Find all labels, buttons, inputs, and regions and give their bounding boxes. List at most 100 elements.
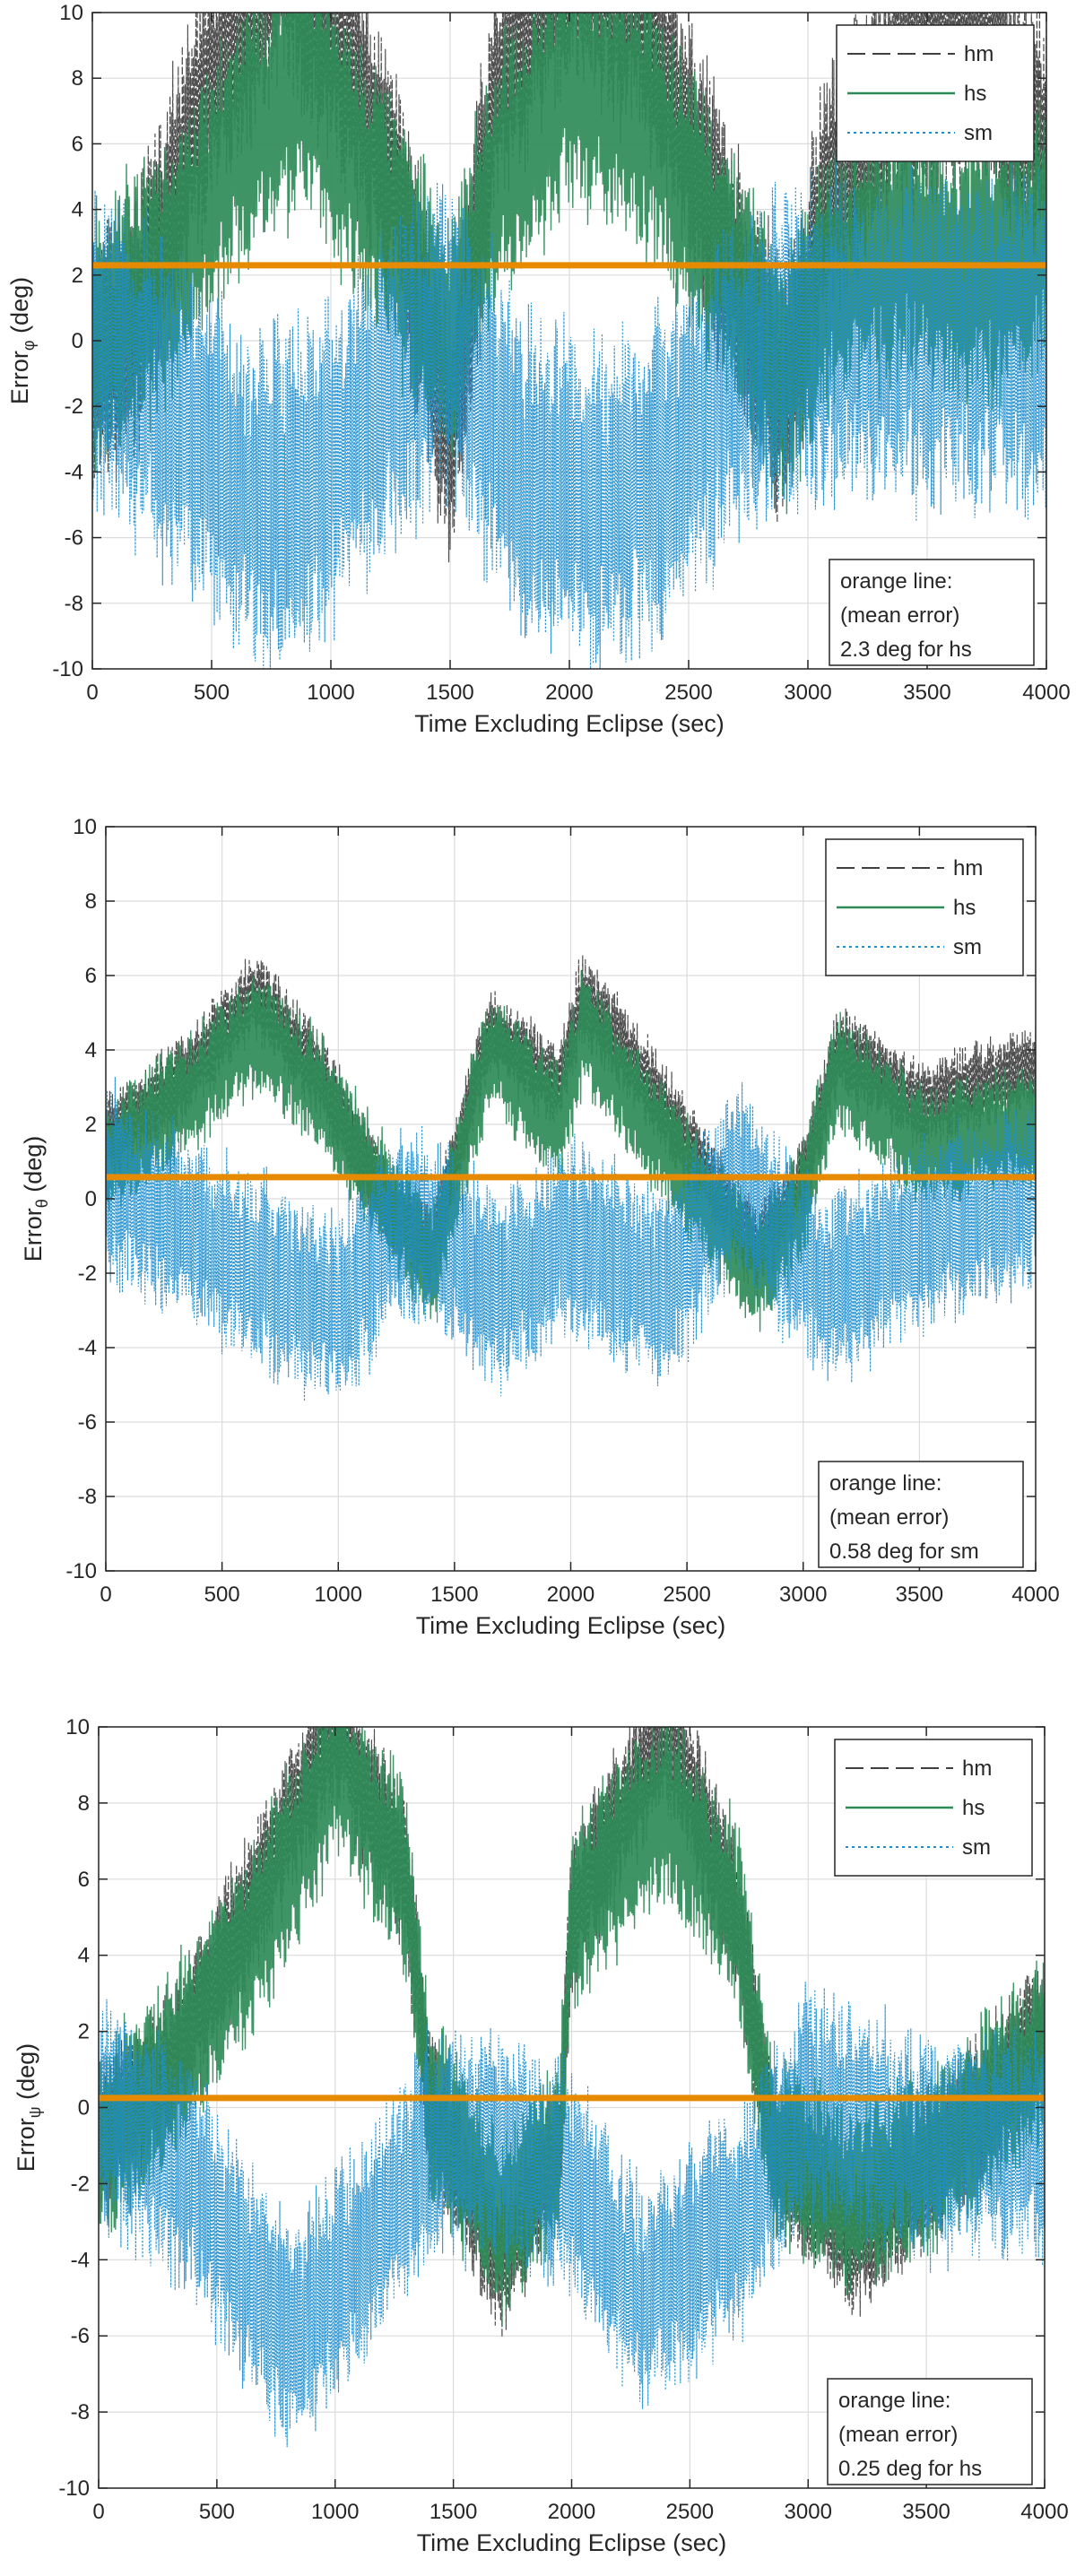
legend-label-hm: hm <box>962 1756 992 1781</box>
annotation-box <box>818 1461 1024 1568</box>
y-tick-label: -2 <box>71 2172 90 2196</box>
legend-label-hs: hs <box>953 896 976 920</box>
x-tick-label: 0 <box>86 681 98 705</box>
y-tick-label: 2 <box>85 1113 97 1137</box>
y-tick-label: 0 <box>85 1187 97 1211</box>
ticks <box>91 12 1047 670</box>
x-tick-label: 3500 <box>902 2500 950 2524</box>
y-axis-label-base: Error <box>20 1208 47 1262</box>
legend: hm hs sm <box>834 1739 1033 1877</box>
x-tick-label: 0 <box>92 2500 104 2524</box>
y-axis-label-base: Error <box>13 2118 39 2172</box>
y-axis-label-base: Error <box>6 351 33 404</box>
x-tick-label: 3000 <box>784 681 831 705</box>
annotation: orange line: (mean error) 0.25 deg for hs <box>827 2378 1033 2485</box>
x-tick-label: 1500 <box>430 1583 478 1607</box>
x-tick-label: 500 <box>194 681 230 705</box>
y-axis-label-subscript: ψ <box>26 2106 44 2118</box>
y-tick-label: 8 <box>85 889 97 914</box>
y-tick-label: -10 <box>58 2476 90 2501</box>
y-tick-label: -4 <box>71 2248 90 2272</box>
series-group <box>106 955 1036 1401</box>
x-tick-label: 3500 <box>903 681 950 705</box>
y-tick-label: -8 <box>78 1485 97 1509</box>
chart-3: 0 500 1000 1500 2000 2500 3000 3500 4000 -10 -8 -6 -… <box>13 1715 1069 2556</box>
y-tick-label: 4 <box>72 198 83 222</box>
y-tick-label: -2 <box>65 395 83 419</box>
y-axis-label: Errorψ (deg) <box>13 2043 44 2172</box>
y-axis-label-unit: (deg) <box>6 277 33 341</box>
x-tick-label: 4000 <box>1020 2500 1068 2524</box>
series-group <box>92 13 1046 669</box>
legend-label-sm: sm <box>964 121 993 145</box>
series-group <box>99 1727 1045 2448</box>
y-axis-label-subscript: θ <box>33 1199 51 1208</box>
x-tick-label: 2500 <box>664 681 712 705</box>
x-tick-label: 2500 <box>663 1583 710 1607</box>
y-tick-label: -4 <box>65 460 83 484</box>
y-tick-label: 0 <box>78 2096 90 2121</box>
y-tick-label: 8 <box>78 1791 90 1816</box>
y-tick-label: 4 <box>85 1038 97 1062</box>
y-tick-label: 4 <box>78 1944 90 1968</box>
y-tick-label: 6 <box>78 1868 90 1892</box>
y-tick-label: 10 <box>73 815 97 839</box>
y-tick-label: 10 <box>65 1715 90 1739</box>
x-axis-label: Time Excluding Eclipse (sec) <box>416 1612 726 1639</box>
y-tick-label: 8 <box>72 66 83 91</box>
y-tick-label: -6 <box>65 526 83 551</box>
annotation-line: orange line: <box>840 569 952 594</box>
y-axis-label-unit: (deg) <box>20 1136 47 1200</box>
annotation-line: 0.58 deg for sm <box>829 1540 979 1564</box>
y-tick-label: -6 <box>71 2324 90 2348</box>
y-tick-label: -8 <box>71 2400 90 2424</box>
y-tick-label: -8 <box>65 592 83 616</box>
x-tick-label: 3500 <box>896 1583 943 1607</box>
x-tick-label: 2000 <box>547 1583 594 1607</box>
y-tick-label: -10 <box>52 657 83 681</box>
y-axis-label: Errorθ (deg) <box>20 1136 51 1262</box>
chart-1: 0 500 1000 1500 2000 2500 3000 3500 4000 -10 -8 -6 -… <box>6 1 1071 737</box>
series-line-sm <box>92 157 1046 669</box>
legend: hm hs sm <box>836 24 1035 162</box>
legend-label-sm: sm <box>962 1835 991 1860</box>
legend: hm hs sm <box>825 838 1024 976</box>
y-axis-label-subscript: φ <box>20 340 38 351</box>
annotation-box <box>829 559 1035 666</box>
y-tick-label: 6 <box>85 964 97 988</box>
y-axis-label-unit: (deg) <box>13 2043 39 2107</box>
x-tick-label: 1500 <box>426 681 473 705</box>
annotation-line: (mean error) <box>840 603 959 628</box>
y-tick-label: 10 <box>59 1 83 25</box>
x-tick-label: 3000 <box>779 1583 827 1607</box>
y-tick-label: 2 <box>72 264 83 288</box>
annotation-line: 0.25 deg for hs <box>838 2457 982 2481</box>
y-tick-label: -10 <box>65 1559 97 1583</box>
y-tick-label: -4 <box>78 1336 97 1360</box>
x-tick-label: 1500 <box>430 2500 477 2524</box>
y-axis-label: Errorφ (deg) <box>6 277 38 404</box>
x-tick-label: 1000 <box>311 2500 359 2524</box>
x-tick-label: 2500 <box>666 2500 714 2524</box>
x-tick-label: 1000 <box>307 681 354 705</box>
annotation-box <box>827 2378 1033 2485</box>
y-tick-label: 6 <box>72 132 83 156</box>
legend-label-sm: sm <box>953 935 982 959</box>
legend-label-hm: hm <box>953 856 983 880</box>
x-tick-label: 500 <box>204 1583 240 1607</box>
y-tick-label: 0 <box>72 329 83 353</box>
x-tick-label: 4000 <box>1011 1583 1059 1607</box>
legend-label-hs: hs <box>964 82 986 106</box>
legend-label-hs: hs <box>962 1796 985 1820</box>
y-tick-label: -6 <box>78 1410 97 1435</box>
annotation: orange line: (mean error) 0.58 deg for sm <box>818 1461 1024 1568</box>
y-tick-label: -2 <box>78 1262 97 1286</box>
ticks <box>98 1726 1046 2489</box>
annotation-line: (mean error) <box>829 1505 949 1530</box>
chart-2: 0 500 1000 1500 2000 2500 3000 3500 4000 -10 -8 -6 -… <box>20 815 1060 1639</box>
series-line-sm <box>99 1982 1045 2448</box>
x-tick-label: 4000 <box>1022 681 1070 705</box>
x-tick-label: 3000 <box>785 2500 832 2524</box>
x-tick-label: 500 <box>199 2500 235 2524</box>
